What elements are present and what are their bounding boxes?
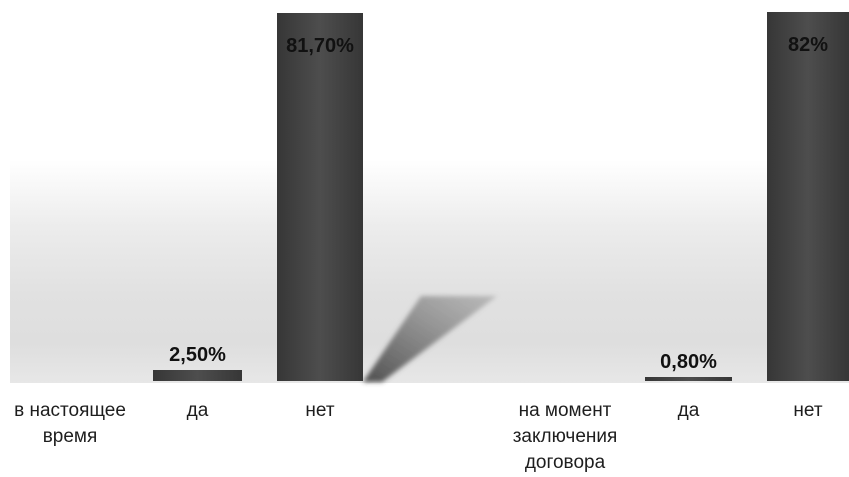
group-label-at-signing: на момент заключения договора [512,400,618,473]
value-label-current-no: 81,70% [286,35,354,58]
bar-at-signing-no [767,12,849,381]
category-label-current-yes: да [186,400,209,421]
value-label-current-yes: 2,50% [169,343,226,366]
value-label-at-signing-yes: 0,80% [660,351,717,374]
group-label-current: в настоящее время [14,400,126,447]
category-label-at-signing-no: нет [793,400,823,421]
category-label-current-no: нет [305,400,335,421]
value-label-at-signing-no: 82% [787,34,829,56]
category-label-at-signing-yes: да [677,400,700,421]
bar-shadow-shape [363,296,497,382]
bar-current-no [277,13,363,381]
bar-current-yes [153,369,242,381]
bar-at-signing-yes [645,377,732,381]
